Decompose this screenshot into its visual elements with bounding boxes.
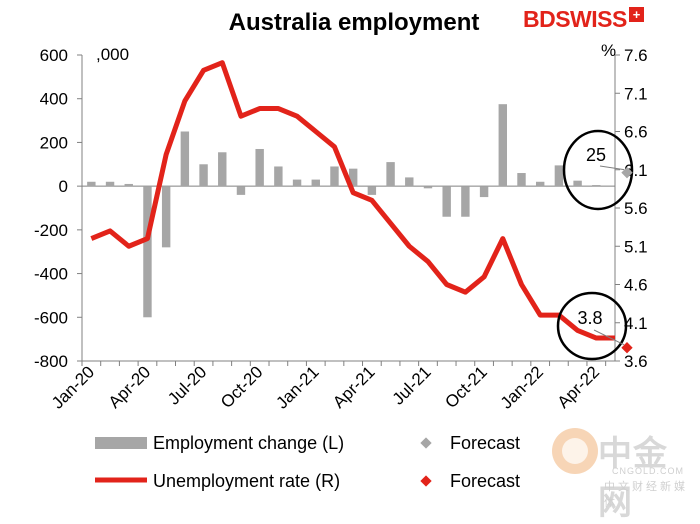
forecast-unemployment-circle [556,291,628,361]
right-tick-label: 5.6 [624,199,648,218]
forecast-employment-marker [621,167,633,179]
x-tick-label: Apr-20 [105,362,155,412]
employment-bar [330,166,339,187]
left-tick-label: 200 [40,133,68,152]
left-tick-label: 400 [40,90,68,109]
employment-bar [218,152,227,187]
x-tick-label: Jan-22 [497,362,547,412]
employment-bar [105,181,115,187]
right-tick-label: 6.6 [624,123,648,142]
legend-swatch-employment [95,437,147,449]
left-tick-label: 600 [40,46,68,65]
right-tick-label: 4.1 [624,314,648,333]
x-tick-label: Oct-21 [441,362,491,412]
legend-marker-forecast-employment [420,437,432,449]
employment-bar [161,186,171,248]
forecast-unemployment-marker [621,342,633,354]
brand-plus-icon: + [628,7,644,22]
employment-bar [592,185,601,187]
employment-bar [442,186,451,217]
employment-bar [348,168,358,187]
watermark: 中金网 CNGOLD.COM 中文财经新媒体 [540,420,700,523]
employment-bar [199,164,208,187]
brand-text: BDSWISS [523,6,627,32]
left-tick-label: -400 [34,265,68,284]
unemployment-line [90,60,615,341]
left-tick-label: -800 [34,352,68,371]
x-tick-label: Jul-20 [164,362,210,408]
legend-label-unemployment: Unemployment rate (R) [153,471,340,491]
forecast-employment-circle [562,129,634,211]
x-tick-label: Apr-21 [329,362,379,412]
watermark-cn-sub: 中文财经新媒体 [604,480,688,509]
employment-bar [517,173,526,187]
watermark-url: CNGOLD.COM [612,466,685,476]
x-tick-label: Apr-22 [554,362,604,412]
axes: -800 -600 -400 -200 0 200 400 600 3.6 4.1 4.6 5.1 5.… [34,46,648,413]
employment-bar [143,186,152,318]
employment-bar [124,183,133,187]
employment-bar [573,180,582,187]
employment-bar [498,104,507,187]
left-tick-label: 0 [59,177,68,196]
employment-bar [180,131,190,187]
right-tick-label: 7.6 [624,46,648,65]
legend-label-forecast-employment: Forecast [450,433,520,453]
legend-marker-forecast-unemployment [420,475,432,487]
forecast-unemployment-label: 3.8 [577,308,602,328]
left-tick-label: -600 [34,308,68,327]
employment-bar [292,179,302,187]
forecast-marks: 253.8 [556,129,634,361]
legend-label-forecast-unemployment: Forecast [450,471,520,491]
right-tick-label: 4.6 [624,276,648,295]
legend-label-employment: Employment change (L) [153,433,344,453]
employment-bar [423,186,433,189]
left-tick-label: -200 [34,221,68,240]
x-tick-label: Jul-21 [389,362,435,408]
left-unit-label: ,000 [96,45,129,64]
chart: Australia employment ,000 % -800 -600 -400… [34,9,648,491]
employment-bar [311,179,320,187]
employment-bar [255,148,264,187]
brand-logo: BDSWISS + [523,6,644,33]
employment-bar [554,165,564,187]
employment-bar [87,181,96,187]
right-tick-label: 3.6 [624,352,648,371]
employment-bar [461,186,470,217]
employment-bar [236,186,246,195]
right-unit-label: % [601,41,616,60]
forecast-employment-label: 25 [586,145,606,165]
employment-bar [274,166,283,187]
x-tick-label: Oct-20 [217,362,267,412]
legend: Employment change (L) Forecast Unemploym… [95,433,520,491]
watermark-logo-inner-icon [562,438,588,464]
employment-bar [405,177,414,187]
employment-bar [479,186,489,198]
forecast-unemployment-leader [593,329,625,346]
employment-bars [87,104,601,318]
chart-title: Australia employment [229,9,480,36]
employment-bar [386,162,395,187]
x-tick-label: Jan-21 [272,362,322,412]
forecast-employment-leader [599,165,625,171]
employment-bar [367,186,377,195]
right-tick-label: 5.1 [624,237,648,256]
right-tick-label: 7.1 [624,84,648,103]
employment-bar [535,181,545,187]
unemployment-rate-line [90,60,615,341]
